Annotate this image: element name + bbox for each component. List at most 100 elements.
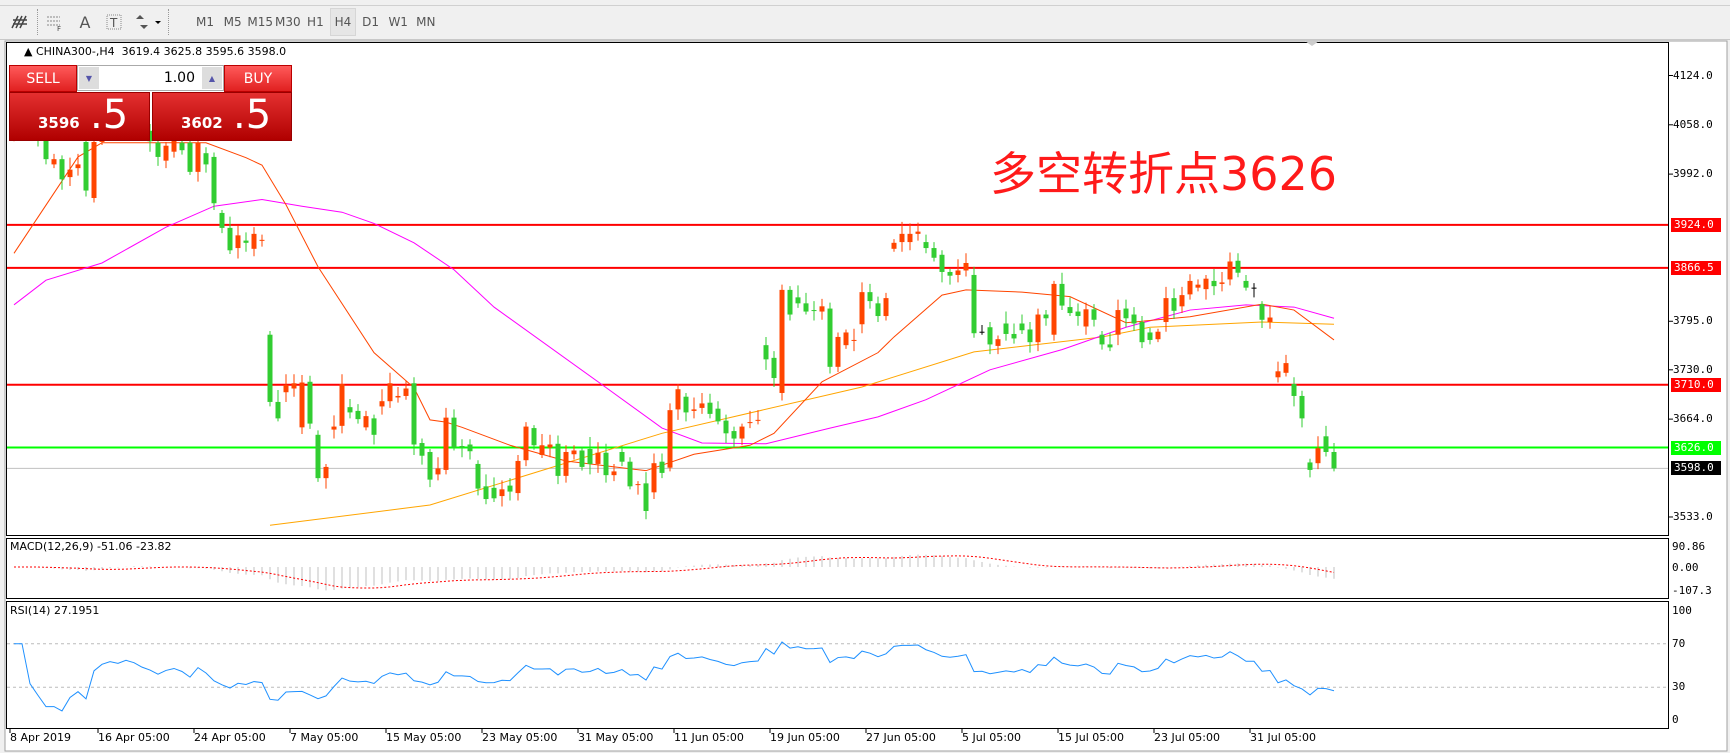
macd-axis-label: 0.00 <box>1672 561 1699 574</box>
candle-body <box>339 384 345 426</box>
collapse-triangle-icon[interactable]: ▲ <box>24 45 36 58</box>
candle-body <box>899 233 905 243</box>
candle-body <box>875 303 881 317</box>
timeframe-m15[interactable]: M15 <box>247 15 273 29</box>
buy-button[interactable]: BUY <box>224 65 292 92</box>
candle-body <box>467 444 473 452</box>
candle-body <box>1011 333 1017 339</box>
candle-body <box>163 145 169 161</box>
timeframe-m30[interactable]: M30 <box>274 15 301 29</box>
timeframe-m5[interactable]: M5 <box>223 15 242 29</box>
volume-decrease-icon[interactable]: ▼ <box>79 67 99 89</box>
candle-body <box>267 334 273 402</box>
buy-price-button[interactable]: 3602 .5 <box>152 92 292 141</box>
candle-body <box>1275 371 1281 378</box>
rsi-axis-label: 100 <box>1672 604 1692 617</box>
candle-body <box>379 401 385 407</box>
candle-body <box>1051 283 1057 335</box>
svg-text:F: F <box>57 25 61 32</box>
candle-body <box>227 227 233 251</box>
text-icon[interactable]: A <box>79 12 91 32</box>
candle-body <box>219 212 225 228</box>
candle-body <box>1027 329 1033 343</box>
candle-body <box>1067 307 1073 314</box>
candle-body <box>771 357 777 379</box>
macd-axis-label: -107.3 <box>1672 584 1712 597</box>
candle-body <box>611 471 617 476</box>
candle-body <box>795 297 801 304</box>
arrows-icon[interactable] <box>132 8 164 36</box>
candle-body <box>571 450 577 455</box>
candle-body <box>235 235 241 249</box>
chart-symbol: CHINA300-,H4 <box>35 45 115 58</box>
candle-body <box>579 450 585 467</box>
candle-body <box>1163 298 1169 323</box>
candle-body <box>803 303 809 312</box>
price-axis-label: 4058.0 <box>1673 117 1713 131</box>
date-axis-label: 7 May 05:00 <box>290 731 359 744</box>
price-axis-label: 4124.0 <box>1673 68 1713 82</box>
price-axis-label: 3795.0 <box>1673 314 1713 328</box>
candle-body <box>1147 332 1153 340</box>
date-axis-label: 31 May 05:00 <box>578 731 654 744</box>
candle-body <box>1035 314 1041 343</box>
candle-body <box>411 383 417 445</box>
rsi-axis-label: 0 <box>1672 713 1679 726</box>
timeframe-h1[interactable]: H1 <box>307 15 324 29</box>
date-axis-label: 23 May 05:00 <box>482 731 558 744</box>
timeframe-h4[interactable]: H4 <box>330 8 356 36</box>
macd-panel-border <box>6 538 1669 599</box>
text-label-icon[interactable]: T <box>100 8 128 36</box>
ma-mid-line <box>13 198 1335 445</box>
candle-body <box>51 159 57 165</box>
timeframe-mn[interactable]: MN <box>416 15 436 29</box>
fibonacci-icon[interactable]: F <box>40 8 68 36</box>
candle-body <box>515 460 521 494</box>
candle-body <box>1043 314 1049 319</box>
upper-toolbar-strip <box>0 0 1730 6</box>
macd-signal-line <box>13 555 1335 589</box>
candle-body <box>1171 298 1177 311</box>
candle-body <box>299 382 305 428</box>
candle-body <box>355 410 361 420</box>
volume-increase-icon[interactable]: ▲ <box>202 67 222 89</box>
candle-body <box>667 410 673 468</box>
candle-body <box>747 422 753 424</box>
candle-body <box>539 445 545 455</box>
candle-body <box>699 403 705 408</box>
timeframe-d1[interactable]: D1 <box>362 15 380 29</box>
candle-body <box>1307 462 1313 470</box>
rsi-line <box>14 641 1335 712</box>
candle-body <box>691 409 697 411</box>
candle-body <box>995 339 1001 346</box>
sell-button[interactable]: SELL <box>9 65 77 92</box>
elliott-wave-icon[interactable] <box>6 8 34 36</box>
candle-body <box>723 420 729 434</box>
candle-body <box>419 443 425 456</box>
candle-body <box>1083 309 1089 327</box>
candle-body <box>1003 323 1009 334</box>
candle-body <box>363 416 369 428</box>
volume-input[interactable]: 1.00 <box>163 70 195 86</box>
candle-body <box>1227 261 1233 280</box>
price-chart[interactable] <box>0 40 1730 753</box>
candle-body <box>651 463 657 493</box>
candle-body <box>531 428 537 446</box>
ma-fast-line <box>13 142 1335 472</box>
timeframe-w1[interactable]: W1 <box>388 15 408 29</box>
candle-body <box>1315 448 1321 464</box>
candle-body <box>563 451 569 476</box>
candle-body <box>291 383 297 389</box>
candle-body <box>1259 304 1265 320</box>
timeframe-m1[interactable]: M1 <box>196 15 214 29</box>
candle-body <box>507 485 513 492</box>
rsi-panel-border <box>6 601 1669 729</box>
sell-price-button[interactable]: 3596 .5 <box>9 92 150 141</box>
volume-stepper[interactable]: ▼ 1.00 ▲ <box>77 65 224 91</box>
candle-body <box>971 274 977 334</box>
candle-body <box>867 292 873 302</box>
candle-body <box>243 240 249 243</box>
candle-body <box>1155 331 1161 340</box>
annotation-text: 多空转折点3626 <box>990 147 1338 201</box>
chart-header: ▲ CHINA300-,H4 3619.4 3625.8 3595.6 3598… <box>24 45 286 58</box>
